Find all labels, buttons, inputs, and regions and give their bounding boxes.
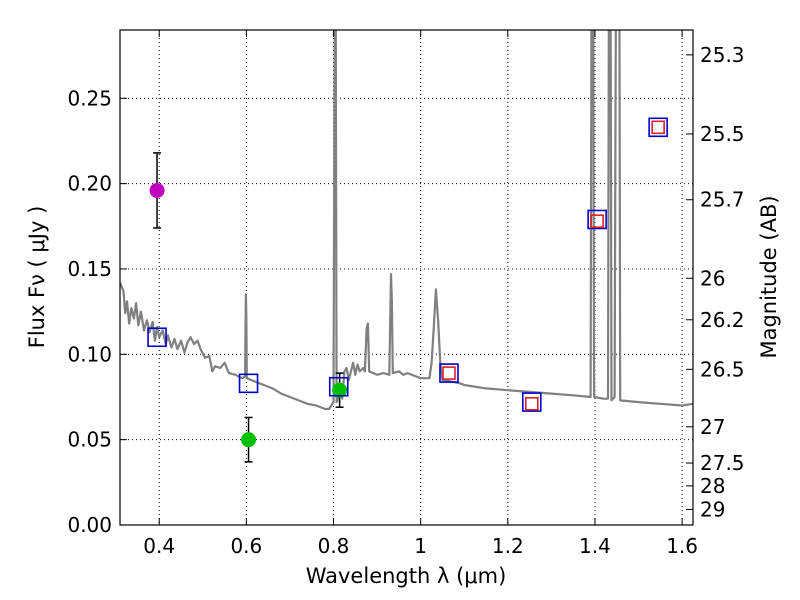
model-red-point	[524, 397, 539, 411]
model-red-point	[651, 120, 665, 135]
x-tick-label: 0.6	[230, 534, 262, 558]
spectrum-layer	[120, 30, 693, 410]
y-tick-label: 0.05	[67, 428, 112, 452]
model-blue-point	[648, 117, 668, 138]
model-blue-point	[521, 392, 542, 412]
plot-frame	[119, 29, 694, 526]
mag-tick-label: 25.7	[700, 188, 745, 212]
model-blue-point	[587, 209, 607, 230]
model-blue-point	[439, 363, 459, 383]
model-blue-point	[238, 373, 259, 394]
x-tick-label: 1.2	[492, 534, 524, 558]
y2-axis-title: Magnitude (AB)	[757, 195, 781, 358]
x-tick-label: 0.4	[143, 534, 175, 558]
y-tick-label: 0.25	[67, 86, 112, 110]
tick-labels: 0.4 0.6 0.8 1 1.2 1.4 1.6 0.00 0.05 0.10 0.15 0.20 0…	[67, 43, 744, 558]
axes	[119, 29, 694, 526]
x-axis-title: Wavelength λ (μm)	[306, 564, 507, 588]
x-tick-label: 1	[414, 534, 427, 558]
mag-tick-label: 25.5	[700, 122, 745, 146]
mag-tick-label: 26.2	[700, 308, 745, 332]
y-tick-label: 0.15	[67, 257, 112, 281]
marker-layer	[147, 117, 668, 463]
model-blue-point	[147, 327, 167, 348]
model-red-point	[442, 366, 456, 380]
y-tick-label: 0.00	[67, 513, 112, 537]
mag-tick-label: 27	[700, 415, 725, 439]
y-tick-label: 0.20	[67, 172, 112, 196]
x-tick-label: 0.8	[318, 534, 350, 558]
x-tick-label: 1.6	[666, 534, 698, 558]
observed-green-point	[332, 382, 348, 398]
mag-tick-label: 28	[700, 474, 725, 498]
y-tick-label: 0.10	[67, 342, 112, 366]
mag-tick-label: 26	[700, 266, 725, 290]
spectrum-line	[120, 30, 693, 410]
mag-tick-label: 27.5	[700, 451, 745, 475]
mag-tick-label: 26.5	[700, 357, 745, 381]
mag-tick-label: 25.3	[700, 43, 745, 67]
x-tick-label: 1.4	[579, 534, 611, 558]
model-blue-point	[328, 376, 349, 397]
observed-green-point	[241, 432, 257, 448]
mag-tick-label: 29	[700, 497, 725, 521]
model-red-point	[590, 214, 604, 228]
y-axis-title: Flux Fν ( μJy )	[25, 206, 49, 349]
grid-lines	[120, 30, 693, 526]
observed-magenta-point	[149, 182, 165, 198]
